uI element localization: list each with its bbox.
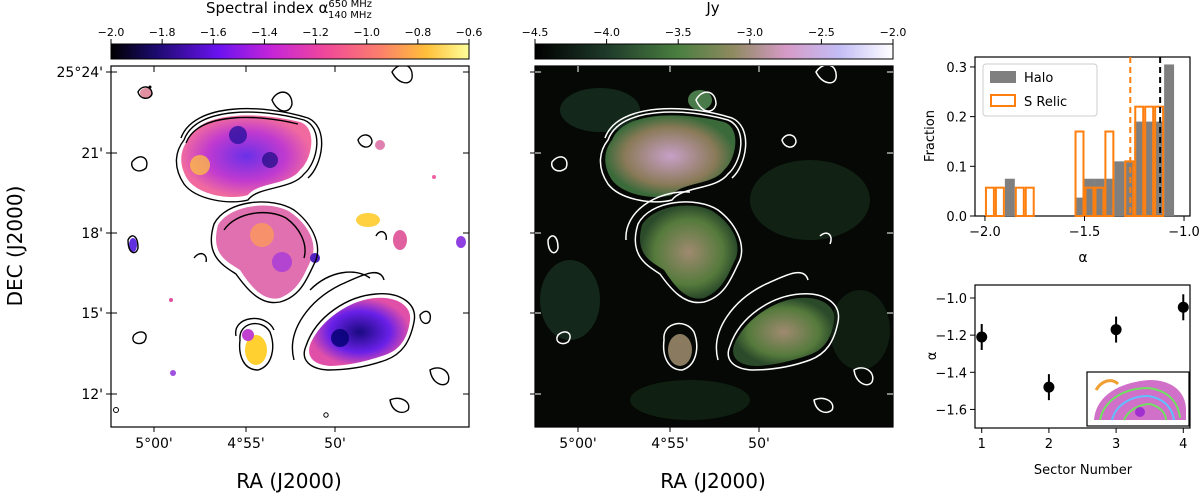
left-map-ytick-label: 15' — [81, 306, 103, 322]
middle-colorbar-tick-label: −4.5 — [522, 26, 549, 39]
scatter-ytick-label: −1.4 — [935, 366, 967, 381]
scatter-xtick-label: 3 — [1112, 437, 1120, 452]
histogram-bar-halo — [1004, 178, 1015, 216]
scatter-point — [1110, 324, 1122, 336]
histogram-bar-halo — [1094, 178, 1105, 216]
middle-map-xtick-label: 5°00' — [559, 436, 597, 452]
scatter-point — [1177, 301, 1189, 313]
middle-colorbar-tick-label: −2.5 — [808, 26, 835, 39]
middle-colorbar-tick-label: −3.0 — [736, 26, 763, 39]
histogram-bar-halo — [1144, 121, 1155, 216]
histogram-bar-halo — [1164, 64, 1175, 216]
histogram-xtick-label: −2.0 — [969, 225, 1001, 240]
sector-scatter-chart: 1 2 3 4 −1.0 −1.2 −1.4 −1.6 — [935, 284, 1191, 452]
histogram-bar-s-relic — [1104, 130, 1115, 217]
scatter-xtick-label: 4 — [1179, 437, 1187, 452]
histogram-bar-halo — [1114, 161, 1125, 216]
scatter-ytick-label: −1.0 — [935, 292, 967, 307]
histogram-ytick-label: 0.3 — [946, 61, 967, 76]
histogram-bar-halo — [1084, 178, 1095, 216]
histogram-ytick-label: 0.2 — [946, 111, 967, 126]
scatter-xtick-label: 2 — [1045, 437, 1053, 452]
histogram-bar-s-relic — [984, 186, 995, 218]
middle-colorbar-tick-label: −3.5 — [665, 26, 692, 39]
left-ylabel: DEC (J2000) — [3, 186, 27, 307]
left-colorbar-tick-label: −0.8 — [404, 26, 431, 39]
histogram-bar-s-relic — [1084, 186, 1095, 218]
middle-map — [530, 65, 894, 432]
halo-region-south — [216, 205, 314, 299]
middle-map-xtick-label: 4°55' — [651, 436, 689, 452]
histogram-bar-s-relic — [1074, 130, 1085, 217]
left-xlabel: RA (J2000) — [236, 469, 342, 493]
histogram-bar-s-relic — [1134, 105, 1145, 217]
halo-emission-south — [640, 205, 738, 299]
left-colorbar-sub: 140 MHz — [328, 10, 372, 21]
middle-colorbar-tick-label: −4.0 — [593, 26, 620, 39]
left-colorbar-title: Spectral index α — [206, 0, 329, 17]
scatter-xlabel: Sector Number — [1034, 463, 1133, 478]
histogram-bar-halo — [1074, 197, 1085, 216]
left-colorbar-sup: 650 MHz — [328, 0, 372, 10]
histogram-legend: Halo S Relic — [982, 63, 1098, 117]
left-map-ytick-label: 12' — [81, 387, 103, 403]
histogram-ylabel: Fraction — [923, 110, 938, 162]
left-colorbar-tick-label: −0.6 — [456, 26, 483, 39]
legend-swatch-s-relic — [990, 94, 1016, 107]
s-relic-emission — [733, 297, 835, 366]
s-relic-region — [309, 297, 411, 366]
left-colorbar-tick-label: −1.4 — [251, 26, 278, 39]
histogram-bar-s-relic — [994, 186, 1005, 218]
left-map-ytick-label: 18' — [81, 226, 103, 242]
histogram-bar-halo — [1104, 178, 1115, 216]
left-colorbar-gradient — [110, 43, 470, 60]
histogram-xtick-label: −1.5 — [1069, 225, 1101, 240]
left-colorbar-tick-label: −1.2 — [302, 26, 329, 39]
histogram-xtick-label: −1.0 — [1168, 225, 1200, 240]
compact-source-yellow — [245, 335, 267, 365]
histogram-bar-s-relic — [1144, 105, 1155, 217]
histogram-bar-halo — [1134, 121, 1145, 216]
scatter-xtick-label: 1 — [978, 437, 986, 452]
scatter-point — [976, 331, 988, 343]
left-colorbar: Spectral index α650 MHz 140 MHz −2.0 −1.8 −… — [98, 0, 483, 60]
legend-label-s-relic: S Relic — [1024, 95, 1067, 110]
legend-label-halo: Halo — [1024, 71, 1053, 86]
middle-xlabel: RA (J2000) — [660, 469, 766, 493]
left-map-ytick-label: 25°24' — [57, 65, 103, 81]
middle-map-xtick-label: 50' — [748, 436, 770, 452]
histogram-bar-s-relic — [1014, 186, 1025, 218]
legend-swatch-halo — [990, 71, 1016, 83]
scatter-point — [1043, 381, 1055, 393]
left-map — [106, 65, 470, 432]
histogram-bar-s-relic — [1154, 105, 1165, 217]
left-map-xtick-label: 5°00' — [135, 436, 173, 452]
left-colorbar-tick-label: −1.0 — [353, 26, 380, 39]
histogram-chart: −2.0 −1.5 −1.0 0.0 0.1 0.2 0.3 Halo S Relic — [946, 56, 1200, 240]
left-map-xtick-label: 50' — [324, 436, 346, 452]
halo-emission-north — [605, 115, 736, 198]
histogram-xlabel: α — [1078, 250, 1087, 266]
left-map-xtick-label: 4°55' — [227, 436, 265, 452]
histogram-ytick-label: 0.1 — [946, 160, 967, 175]
left-colorbar-tick-label: −1.6 — [200, 26, 227, 39]
halo-region-north — [181, 115, 312, 198]
left-map-ytick-label: 21' — [81, 146, 103, 162]
middle-colorbar-gradient — [534, 43, 894, 60]
scatter-ylabel: α — [925, 352, 940, 361]
left-colorbar-tick-label: −2.0 — [98, 26, 125, 39]
left-colorbar-tick-label: −1.8 — [149, 26, 176, 39]
middle-colorbar: Jy −4.5 −4.0 −3.5 −3.0 −2.5 −2.0 — [522, 0, 907, 60]
histogram-ytick-label: 0.0 — [946, 210, 967, 225]
sector-inset-image — [1086, 371, 1190, 427]
scatter-ytick-label: −1.2 — [935, 329, 967, 344]
histogram-bar-s-relic — [1024, 186, 1035, 218]
scatter-ytick-label: −1.6 — [935, 403, 967, 418]
middle-colorbar-title: Jy — [705, 0, 719, 17]
middle-colorbar-tick-label: −2.0 — [880, 26, 907, 39]
histogram-bar-s-relic — [1094, 186, 1105, 218]
